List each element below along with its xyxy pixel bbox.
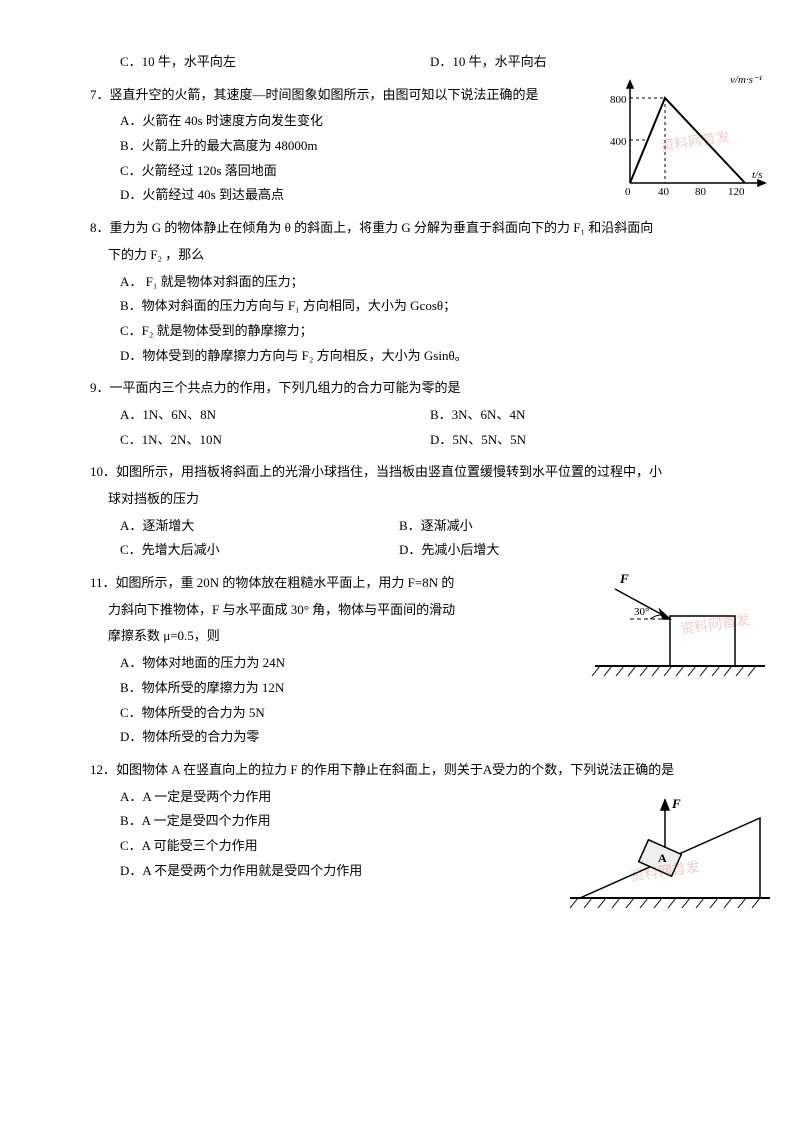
q9-opt-b: B．3N、6N、4N <box>430 403 740 428</box>
q10-stem2: 球对挡板的压力 <box>90 487 740 512</box>
q10-opt-d: D．先减小后增大 <box>399 538 678 563</box>
q7-xlabel: t/s <box>752 169 762 181</box>
question-6-tail: C．10 牛，水平向左 D．10 牛，水平向右 <box>90 50 740 75</box>
q7-opt-b: B．火箭上升的最大高度为 48000m <box>120 134 318 159</box>
q7-opt-a: A．火箭在 40s 时速度方向发生变化 <box>120 109 323 134</box>
q8-opt-c: C．F₂ 就是物体受到的静摩擦力； <box>120 319 740 344</box>
q9-opt-a: A．1N、6N、8N <box>120 403 430 428</box>
question-10: 10．如图所示，用挡板将斜面上的光滑小球挡住，当挡板由竖直位置缓慢转到水平位置的… <box>90 460 740 563</box>
q12-a-label: A <box>658 851 667 865</box>
q6-opt-d: D．10 牛，水平向右 <box>430 50 740 75</box>
q11-opt-d: D．物体所受的合力为零 <box>120 725 740 750</box>
question-8: 8．重力为 G 的物体静止在倾角为 θ 的斜面上，将重力 G 分解为垂直于斜面向… <box>90 216 740 368</box>
q8-stem2: 下的力 F₂ ，那么 <box>90 243 740 268</box>
q8-stem1: 8．重力为 G 的物体静止在倾角为 θ 的斜面上，将重力 G 分解为垂直于斜面向… <box>90 216 740 241</box>
q8-opt-b: B．物体对斜面的压力方向与 F₁ 方向相同，大小为 Gcosθ； <box>120 294 740 319</box>
q7-opt-d: D．火箭经过 40s 到达最高点 <box>120 183 284 208</box>
q7-opt-c: C．火箭经过 120s 落回地面 <box>120 159 277 184</box>
q7-xtick-120: 120 <box>728 186 745 198</box>
q6-opt-c: C．10 牛，水平向左 <box>120 50 430 75</box>
q12-f-label: F <box>671 796 681 811</box>
q11-f-label: F <box>619 571 629 586</box>
q9-stem: 9．一平面内三个共点力的作用，下列几组力的合力可能为零的是 <box>90 376 740 401</box>
question-11: 11．如图所示，重 20N 的物体放在粗糙水平面上，用力 F=8N 的 力斜向下… <box>90 571 740 750</box>
question-9: 9．一平面内三个共点力的作用，下列几组力的合力可能为零的是 A．1N、6N、8N… <box>90 376 740 452</box>
q11-figure: F 30° 资料网首发 <box>590 571 770 686</box>
q9-opt-d: D．5N、5N、5N <box>430 428 740 453</box>
q10-opt-c: C．先增大后减小 <box>120 538 399 563</box>
q11-opt-c: C．物体所受的合力为 5N <box>120 701 740 726</box>
question-12: 12．如图物体 A 在竖直向上的拉力 F 的作用下静止在斜面上，则关于A受力的个… <box>90 758 740 883</box>
q9-opt-c: C．1N、2N、10N <box>120 428 430 453</box>
q12-figure: F A 资料网首发 <box>570 778 770 918</box>
q7-ytick-400: 400 <box>610 136 627 148</box>
q7-ylabel: v/m·s⁻¹ <box>730 74 762 86</box>
q10-opt-b: B．逐渐减小 <box>399 514 678 539</box>
q7-xtick-80: 80 <box>695 186 707 198</box>
q7-xtick-0: 0 <box>625 186 631 198</box>
q7-figure: v/m·s⁻¹ 800 400 0 40 80 120 t/s 资料网首发 <box>610 73 770 203</box>
question-7: 7．竖直升空的火箭，其速度—时间图象如图所示，由图可知以下说法正确的是 A．火箭… <box>90 83 740 208</box>
q10-stem1: 10．如图所示，用挡板将斜面上的光滑小球挡住，当挡板由竖直位置缓慢转到水平位置的… <box>90 460 740 485</box>
q8-opt-a: A． F₁ 就是物体对斜面的压力； <box>120 270 740 295</box>
q11-angle-label: 30° <box>634 606 649 618</box>
q7-xtick-40: 40 <box>658 186 670 198</box>
q7-ytick-800: 800 <box>610 94 627 106</box>
q10-opt-a: A．逐渐增大 <box>120 514 399 539</box>
q8-opt-d: D．物体受到的静摩擦力方向与 F₂ 方向相反，大小为 Gsinθ。 <box>120 344 740 369</box>
